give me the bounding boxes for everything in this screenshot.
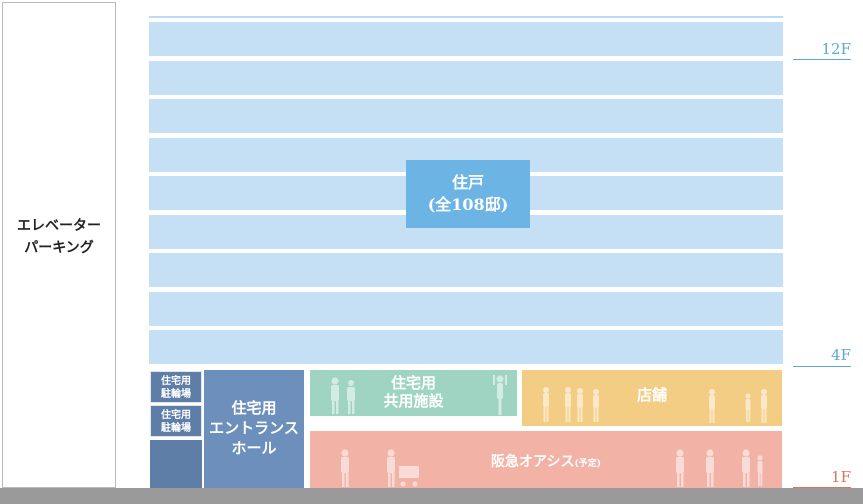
floor-label-4f: 4F xyxy=(831,346,851,364)
ground-line xyxy=(0,488,863,504)
parking-label: エレベーター パーキング xyxy=(17,218,101,256)
shoppers-silhouette-icon xyxy=(543,387,599,422)
floor-band xyxy=(149,22,783,56)
floor-label-12f: 12F xyxy=(821,40,852,58)
floor-band xyxy=(149,99,783,133)
floor-band xyxy=(149,291,783,326)
residence-label-box: 住戸 (全108邸) xyxy=(406,160,530,228)
floor-label-1f: 1F xyxy=(831,468,851,486)
parking-block-base xyxy=(150,440,202,488)
shoppers-silhouette-icon xyxy=(676,449,763,487)
floor-band xyxy=(149,60,783,95)
floor-marker-line xyxy=(793,59,851,60)
people-silhouette-icon xyxy=(331,377,355,414)
yoga-silhouette-icon xyxy=(493,375,507,415)
bicycle-parking-upper: 住宅用 駐輪場 xyxy=(150,371,202,403)
floor-marker-line xyxy=(793,366,851,367)
elevator-parking: エレベーター パーキング xyxy=(2,2,116,488)
oasis-note: (予定) xyxy=(574,459,601,469)
bicycle-parking-lower: 住宅用 駐輪場 xyxy=(150,405,202,437)
roof-line xyxy=(149,16,783,18)
floor-band xyxy=(149,253,783,287)
shoppers-silhouette-icon xyxy=(709,389,767,423)
floor-band xyxy=(149,330,783,364)
shoppers-cart-silhouette-icon xyxy=(341,449,419,487)
residential-entrance-hall: 住宅用 エントランス ホール xyxy=(204,370,304,488)
residential-common-facility: 住宅用 共用施設 xyxy=(310,370,517,416)
oasis-label: 阪急オアシス xyxy=(491,454,575,470)
floor-marker-line xyxy=(793,487,851,488)
